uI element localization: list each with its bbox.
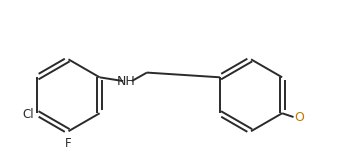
Text: F: F [65, 137, 72, 150]
Text: Cl: Cl [22, 108, 33, 121]
Text: O: O [294, 111, 304, 124]
Text: NH: NH [117, 75, 135, 88]
